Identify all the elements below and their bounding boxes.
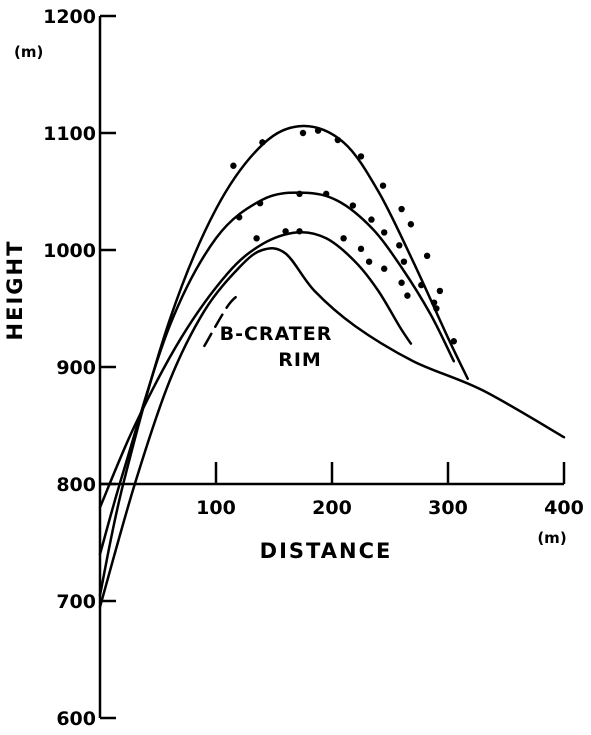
data-point (430, 299, 438, 306)
data-point (423, 252, 431, 260)
data-point (236, 214, 243, 221)
data-point (334, 136, 341, 144)
x-tick-label: 100 (196, 497, 236, 519)
y-tick-label: 1100 (43, 123, 96, 145)
axes (98, 16, 564, 718)
y-tick-label: 800 (56, 474, 96, 496)
data-point (407, 221, 415, 228)
data-point (398, 205, 405, 213)
data-point (381, 229, 388, 236)
y-tick-label: 700 (56, 591, 96, 613)
data-point (299, 129, 307, 137)
observations (230, 127, 457, 345)
data-point (296, 228, 303, 235)
ticks: 600 700 800 900 1000 1100 1200 100 200 300 400 (43, 6, 584, 730)
series-line-4 (98, 247, 566, 609)
x-tick-label: 400 (544, 497, 584, 519)
data-point (398, 279, 405, 286)
data-point (357, 245, 365, 253)
data-point (256, 200, 264, 207)
data-point (396, 242, 403, 249)
data-point (450, 338, 457, 345)
data-point (314, 127, 322, 134)
x-axis-label: DISTANCE (260, 539, 393, 563)
data-point (349, 202, 357, 209)
annotation-label-line1: B-CRATER (220, 323, 333, 345)
data-point (259, 139, 266, 146)
data-point (357, 153, 365, 160)
data-point (404, 292, 411, 299)
data-point (418, 281, 425, 289)
y-tick-label: 900 (56, 357, 96, 379)
data-point (368, 216, 375, 223)
y-axis-label: HEIGHT (3, 240, 27, 341)
y-axis-unit: (m) (14, 43, 43, 61)
data-point (253, 235, 260, 242)
series-line-5 (203, 293, 241, 348)
data-point (282, 228, 289, 235)
data-point (433, 305, 440, 312)
data-point (296, 190, 303, 198)
data-point (340, 235, 347, 242)
y-tick-label: 600 (56, 708, 96, 730)
data-point (400, 258, 408, 265)
data-point (323, 190, 330, 198)
series-line-3 (98, 230, 413, 509)
data-point (365, 258, 373, 265)
annotation-label-line2: RIM (278, 349, 322, 371)
data-point (230, 162, 237, 169)
x-axis-unit: (m) (537, 529, 566, 547)
x-tick-label: 200 (312, 497, 352, 519)
data-point (436, 287, 444, 295)
y-tick-label: 1000 (43, 240, 96, 262)
series (98, 124, 566, 609)
y-tick-label: 1200 (43, 6, 96, 28)
x-tick-label: 300 (428, 497, 468, 519)
data-point (379, 182, 387, 189)
data-point (381, 265, 388, 272)
